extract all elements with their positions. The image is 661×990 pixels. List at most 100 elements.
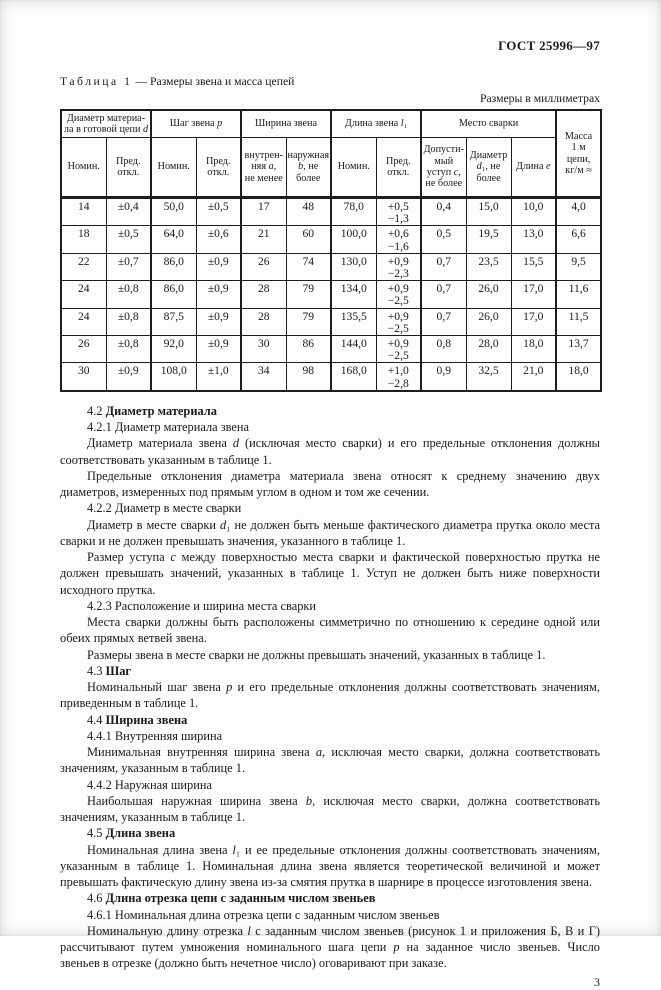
paragraph: Размер уступа c между поверхностью места… xyxy=(60,550,600,597)
table-cell: 11,5 xyxy=(555,307,602,337)
table-row: 22 ±0,7 86,0 ±0,9 26 74 130,0 +0,9 −2,3 0,7 23,5 15… xyxy=(60,252,602,282)
table-caption-text: — Размеры звена и масса цепей xyxy=(132,75,295,88)
table-cell: 34 xyxy=(240,362,287,392)
table-cell: 134,0 xyxy=(330,280,377,309)
paragraph: Номинальный шаг звена p и его предельные… xyxy=(60,680,600,711)
column-header: Длина e xyxy=(510,137,557,199)
table-cell: ±0,9 xyxy=(195,335,242,364)
table-cell: 26,0 xyxy=(465,307,512,337)
table-cell: 0,7 xyxy=(420,252,467,282)
table-cell: ±0,8 xyxy=(105,335,152,364)
table-cell: 24 xyxy=(60,307,107,337)
document-page: ГОСТ 25996—97 Таблица 1 — Размеры звена … xyxy=(60,38,603,989)
table-cell: 4,0 xyxy=(555,196,602,227)
table-cell: 26 xyxy=(240,252,287,282)
paragraph: 4.5 Длина звена xyxy=(87,826,176,841)
table-cell: 9,5 xyxy=(555,252,602,282)
column-group-header: Ширина звена xyxy=(239,109,332,138)
paragraph: 4.4.2 Наружная ширина xyxy=(87,777,213,792)
table-cell: +0,6 −1,6 xyxy=(375,225,422,254)
table-cell: ±0,9 xyxy=(195,307,242,337)
table-row: 26 ±0,8 92,0 ±0,9 30 86 144,0 +0,9 −2,5 0,8 28,0 18… xyxy=(60,335,602,364)
table-cell: ±0,8 xyxy=(105,307,152,337)
table-cell: 28,0 xyxy=(465,335,512,364)
table-cell: 0,4 xyxy=(420,196,467,227)
paragraph: 4.4 Ширина звена xyxy=(87,712,188,727)
table-cell: ±0,9 xyxy=(195,252,242,282)
table-cell: 21 xyxy=(240,225,287,254)
table-cell: 26,0 xyxy=(465,280,512,309)
paragraph: 4.2.1 Диаметр материала звена xyxy=(87,420,250,435)
table-cell: 135,5 xyxy=(330,307,377,337)
table-cell: ±0,7 xyxy=(105,252,152,282)
paragraph: Наибольшая наружная ширина звена b, искл… xyxy=(60,793,600,825)
table-row: 30 ±0,9 108,0 ±1,0 34 98 168,0 +1,0 −2,8 0,9 32,5 2… xyxy=(60,362,602,392)
table-cell: 15,0 xyxy=(465,196,512,227)
column-group-header: Масса 1 м цепи, кг/м ≈ xyxy=(555,109,602,199)
table-cell: 0,7 xyxy=(420,280,467,309)
paragraph: 4.3 Шаг xyxy=(87,663,132,678)
column-header: Номин. xyxy=(150,137,197,199)
table-cell: 13,0 xyxy=(510,225,557,254)
table-cell: 23,5 xyxy=(465,252,512,282)
table-cell: +0,9 −2,3 xyxy=(375,252,422,282)
table-row: 14 ±0,4 50,0 ±0,5 17 48 78,0 +0,5 −1,3 0,4 15,0 10,… xyxy=(60,196,602,227)
column-header: Пред. откл. xyxy=(375,137,422,199)
table-cell: 28 xyxy=(240,280,287,309)
paragraph: Размеры звена в месте сварки не должны п… xyxy=(87,647,546,662)
table-cell: 28 xyxy=(240,307,287,337)
table-cell: ±0,6 xyxy=(195,225,242,254)
doc-code: ГОСТ 25996—97 xyxy=(498,38,600,53)
table-cell: 30 xyxy=(240,335,287,364)
table-cell: 18,0 xyxy=(555,362,602,392)
column-group-header: Диаметр материа-ла в готовой цепи d xyxy=(60,109,152,138)
table-cell: 0,9 xyxy=(420,362,467,392)
table-cell: 19,5 xyxy=(465,225,512,254)
table-cell: 17,0 xyxy=(510,307,557,337)
paragraph: 4.6.1 Номинальная длина отрезка цепи с з… xyxy=(87,907,440,922)
table-cell: 10,0 xyxy=(510,196,557,227)
paragraph: 4.2 Диаметр материала xyxy=(87,403,217,418)
table-cell: ±0,8 xyxy=(105,280,152,309)
table-cell: 6,6 xyxy=(555,225,602,254)
column-header: Номин. xyxy=(330,137,377,199)
table-cell: 100,0 xyxy=(330,225,377,254)
paragraph: 4.6 Длина отрезка цепи с заданным числом… xyxy=(87,891,376,906)
table-cell: +0,5 −1,3 xyxy=(375,196,422,227)
table-cell: 15,5 xyxy=(510,252,557,282)
table-cell: 18,0 xyxy=(510,335,557,364)
table-caption: Таблица 1 — Размеры звена и масса цепей xyxy=(60,75,600,88)
table-cell: 60 xyxy=(285,225,332,254)
page-number: 3 xyxy=(594,974,600,989)
table-cell: 0,5 xyxy=(420,225,467,254)
table-cell: 0,7 xyxy=(420,307,467,337)
column-header: внутрен-няя a, не менее xyxy=(240,137,287,199)
table-cell: +0,9 −2,5 xyxy=(375,307,422,337)
table-cell: 79 xyxy=(285,307,332,337)
table-cell: ±0,9 xyxy=(105,362,152,392)
table-cell: 17 xyxy=(240,196,287,227)
table-row: 18 ±0,5 64,0 ±0,6 21 60 100,0 +0,6 −1,6 0,5 19,5 13… xyxy=(60,225,602,254)
column-header: Диаметр d₁, не более xyxy=(465,137,512,199)
table-caption-label: Таблица 1 xyxy=(60,75,133,88)
table-cell: 22 xyxy=(60,252,107,282)
table-cell: 30 xyxy=(60,362,107,392)
table-cell: 14 xyxy=(60,196,107,227)
table-row: 24 ±0,8 87,5 ±0,9 28 79 135,5 +0,9 −2,5 0,7 26,0 17… xyxy=(60,307,602,337)
table-cell: 79 xyxy=(285,280,332,309)
table-cell: 0,8 xyxy=(420,335,467,364)
column-group-header: Шаг звена p xyxy=(150,109,242,138)
table-cell: 64,0 xyxy=(150,225,197,254)
table-cell: 26 xyxy=(60,335,107,364)
column-header: Пред. откл. xyxy=(195,137,242,199)
table-cell: ±0,9 xyxy=(195,280,242,309)
table-cell: 24 xyxy=(60,280,107,309)
table-cell: 50,0 xyxy=(150,196,197,227)
column-header: Пред. откл. xyxy=(105,137,152,199)
table-cell: 32,5 xyxy=(465,362,512,392)
table-cell: 86,0 xyxy=(150,280,197,309)
table-cell: 98 xyxy=(285,362,332,392)
table-cell: ±0,5 xyxy=(105,225,152,254)
table-cell: 87,5 xyxy=(150,307,197,337)
column-group-header: Место сварки xyxy=(420,109,557,138)
